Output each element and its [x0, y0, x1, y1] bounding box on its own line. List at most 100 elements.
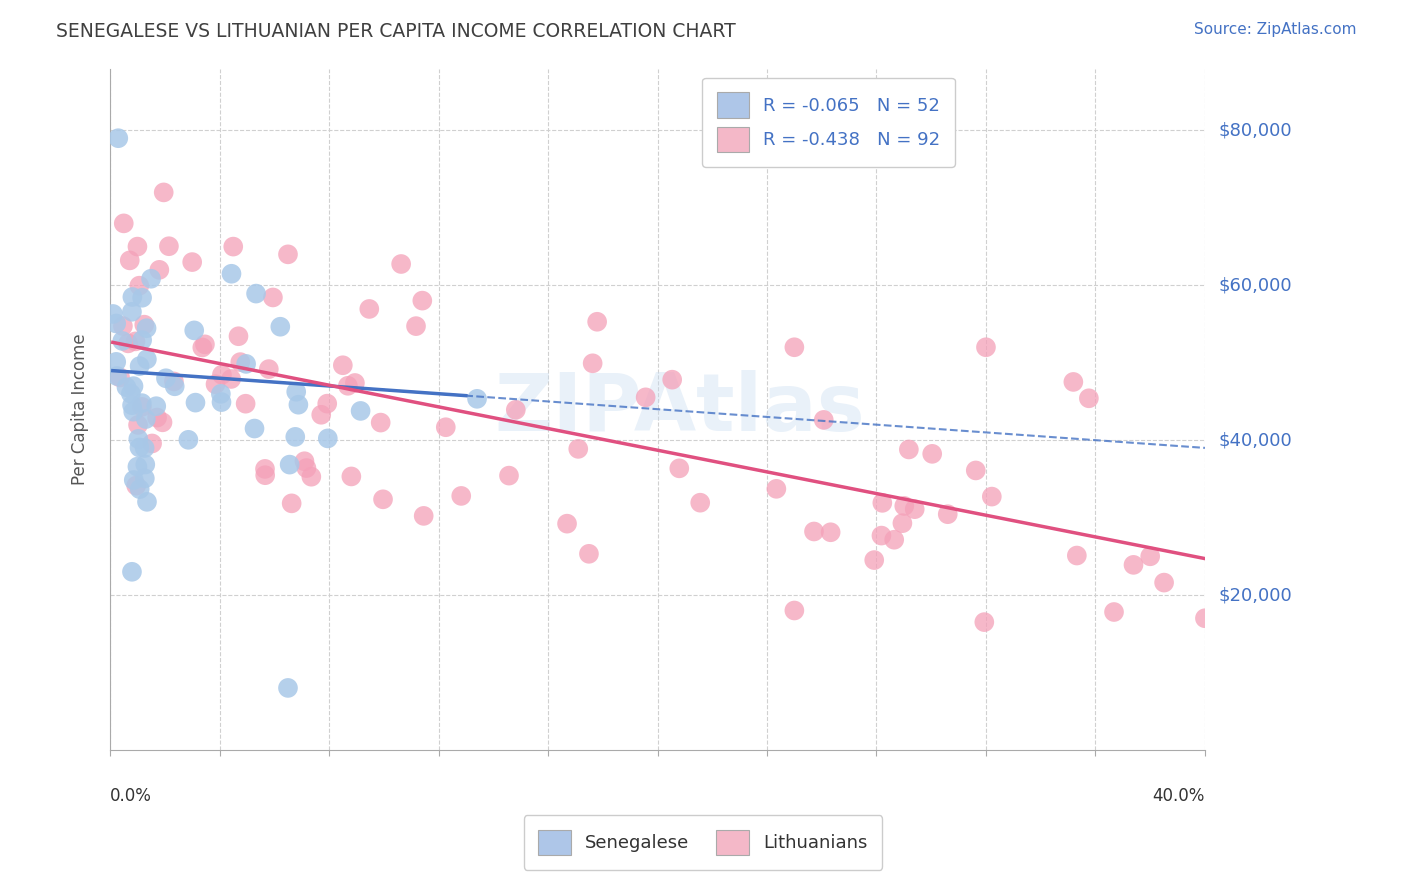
Point — [163, 379, 186, 393]
Point — [371, 492, 394, 507]
Point — [578, 547, 600, 561]
Point — [863, 553, 886, 567]
Point — [122, 379, 145, 393]
Point — [245, 286, 267, 301]
Point — [316, 396, 339, 410]
Point — [883, 533, 905, 547]
Point — [465, 392, 488, 406]
Point — [870, 528, 893, 542]
Point — [128, 278, 150, 293]
Point — [121, 305, 143, 319]
Point — [127, 239, 149, 253]
Point — [194, 337, 217, 351]
Point — [146, 410, 169, 425]
Point — [582, 356, 605, 370]
Point — [893, 499, 915, 513]
Point — [111, 319, 134, 334]
Point — [285, 384, 308, 399]
Point — [135, 321, 157, 335]
Point — [765, 482, 787, 496]
Point — [936, 507, 959, 521]
Point — [277, 247, 299, 261]
Point — [117, 336, 139, 351]
Point — [980, 490, 1002, 504]
Text: SENEGALESE VS LITHUANIAN PER CAPITA INCOME CORRELATION CHART: SENEGALESE VS LITHUANIAN PER CAPITA INCO… — [56, 22, 735, 41]
Point — [336, 379, 359, 393]
Point — [340, 469, 363, 483]
Point — [134, 471, 156, 485]
Point — [105, 369, 128, 384]
Y-axis label: Per Capita Income: Per Capita Income — [72, 334, 89, 485]
Point — [1139, 549, 1161, 564]
Point — [498, 468, 520, 483]
Point — [295, 461, 318, 475]
Text: $20,000: $20,000 — [1219, 586, 1292, 604]
Point — [243, 421, 266, 435]
Point — [277, 681, 299, 695]
Point — [316, 431, 339, 445]
Point — [111, 334, 134, 348]
Point — [211, 395, 233, 409]
Legend: Senegalese, Lithuanians: Senegalese, Lithuanians — [524, 815, 882, 870]
Point — [1077, 392, 1099, 406]
Point — [127, 417, 149, 432]
Point — [287, 398, 309, 412]
Point — [269, 319, 291, 334]
Point — [219, 372, 242, 386]
Point — [155, 371, 177, 385]
Point — [141, 436, 163, 450]
Point — [134, 458, 156, 472]
Point — [294, 454, 316, 468]
Point — [309, 408, 332, 422]
Point — [184, 395, 207, 409]
Point — [783, 340, 806, 354]
Point — [127, 459, 149, 474]
Point — [349, 404, 371, 418]
Point — [1122, 558, 1144, 572]
Point — [136, 495, 159, 509]
Point — [280, 496, 302, 510]
Point — [1066, 549, 1088, 563]
Point — [108, 370, 131, 384]
Point — [131, 291, 153, 305]
Point — [359, 301, 381, 316]
Point — [1102, 605, 1125, 619]
Text: Source: ZipAtlas.com: Source: ZipAtlas.com — [1194, 22, 1357, 37]
Point — [127, 432, 149, 446]
Point — [505, 402, 527, 417]
Point — [904, 502, 927, 516]
Point — [135, 352, 157, 367]
Point — [634, 390, 657, 404]
Text: ZIPAtlas: ZIPAtlas — [494, 370, 865, 448]
Point — [131, 333, 153, 347]
Legend: R = -0.065   N = 52, R = -0.438   N = 92: R = -0.065 N = 52, R = -0.438 N = 92 — [702, 78, 955, 167]
Point — [121, 398, 143, 412]
Text: 40.0%: 40.0% — [1153, 788, 1205, 805]
Point — [120, 386, 142, 401]
Point — [107, 131, 129, 145]
Point — [411, 293, 433, 308]
Point — [974, 340, 997, 354]
Point — [278, 458, 301, 472]
Point — [177, 433, 200, 447]
Point — [1062, 375, 1084, 389]
Point — [434, 420, 457, 434]
Point — [235, 397, 257, 411]
Point — [567, 442, 589, 456]
Point — [299, 469, 322, 483]
Point — [412, 508, 434, 523]
Point — [122, 473, 145, 487]
Point — [128, 359, 150, 373]
Point — [191, 341, 214, 355]
Point — [254, 468, 277, 483]
Point — [101, 307, 124, 321]
Point — [284, 430, 307, 444]
Point — [872, 496, 894, 510]
Point — [211, 368, 233, 382]
Point — [370, 416, 392, 430]
Point — [897, 442, 920, 457]
Point — [128, 482, 150, 496]
Point — [813, 413, 835, 427]
Point — [586, 315, 609, 329]
Point — [181, 255, 204, 269]
